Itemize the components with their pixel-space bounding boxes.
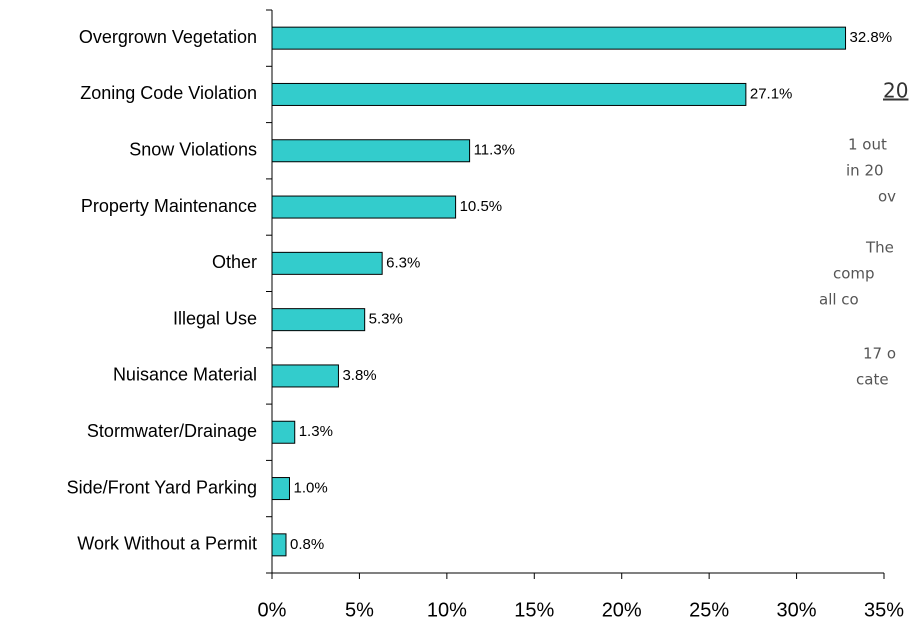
bar <box>271 195 457 219</box>
x-tick-label: 25% <box>689 599 729 621</box>
data-label: 1.3% <box>299 423 333 440</box>
bar <box>271 251 383 275</box>
y-tick-label: Snow Violations <box>129 140 257 160</box>
bar <box>271 26 847 50</box>
data-label: 10.5% <box>460 198 503 215</box>
annotation: comp <box>833 265 875 283</box>
annotation: 20 <box>883 79 908 103</box>
annotation: 17 o <box>863 345 896 363</box>
y-tick-label: Overgrown Vegetation <box>79 27 257 47</box>
bar <box>271 477 290 501</box>
x-tick-label: 30% <box>777 599 817 621</box>
y-tick-label: Property Maintenance <box>81 196 257 216</box>
bar <box>271 82 747 106</box>
y-tick-label: Side/Front Yard Parking <box>67 477 257 497</box>
x-tick-label: 5% <box>345 599 374 621</box>
x-tick-label: 35% <box>864 599 904 621</box>
x-tick-label: 10% <box>427 599 467 621</box>
data-label: 3.8% <box>342 367 376 384</box>
annotation: all co <box>819 291 859 309</box>
bar <box>271 533 287 557</box>
x-tick-label: 20% <box>602 599 642 621</box>
y-tick-label: Illegal Use <box>173 308 257 328</box>
data-label: 1.0% <box>293 480 327 497</box>
data-label: 6.3% <box>386 254 420 271</box>
annotation: ov <box>878 188 896 206</box>
annotation: The <box>865 239 894 257</box>
y-tick-label: Work Without a Permit <box>77 534 257 554</box>
y-tick-label: Zoning Code Violation <box>80 83 257 103</box>
bar <box>271 308 366 332</box>
y-tick-label: Stormwater/Drainage <box>87 421 257 441</box>
bar <box>271 420 296 444</box>
data-label: 5.3% <box>369 311 403 328</box>
y-tick-label: Other <box>212 252 257 272</box>
bar <box>271 364 339 388</box>
y-tick-label: Nuisance Material <box>113 365 257 385</box>
x-tick-label: 15% <box>514 599 554 621</box>
data-label: 11.3% <box>474 142 515 159</box>
annotation: in 20 <box>846 162 884 180</box>
data-label: 32.8% <box>850 29 893 46</box>
annotation: 1 out <box>848 136 887 154</box>
data-label: 0.8% <box>290 536 324 553</box>
data-label: 27.1% <box>750 85 793 102</box>
x-tick-label: 0% <box>258 599 287 621</box>
bar <box>271 139 471 163</box>
annotation: cate <box>856 371 889 389</box>
